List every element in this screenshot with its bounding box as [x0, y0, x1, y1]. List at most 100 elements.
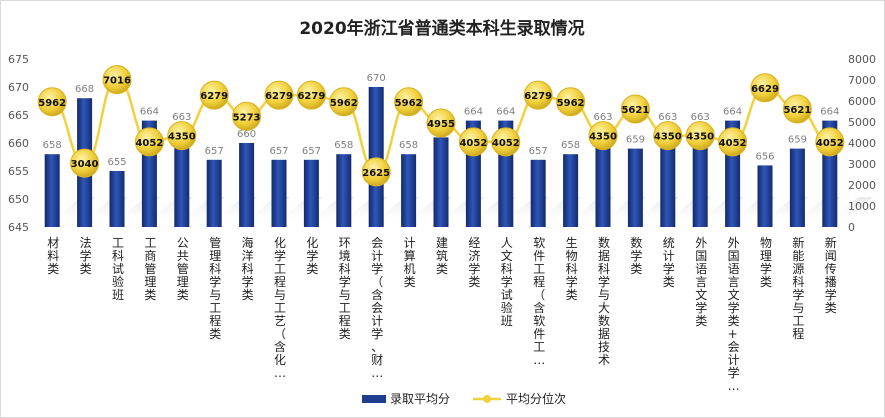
bar: [433, 137, 449, 227]
bar: [660, 126, 676, 227]
bar-value-label: 657: [529, 146, 548, 157]
line-value-label: 6279: [265, 91, 293, 102]
line-value-label: 6279: [524, 91, 552, 102]
x-tick-label: 法学类: [80, 236, 92, 276]
x-tick-label: 数学类: [630, 235, 642, 276]
bar-value-label: 664: [723, 107, 742, 118]
line-value-label: 5621: [783, 105, 811, 116]
y-axis-left: 645 650 655 660 665 670 675: [8, 53, 29, 234]
line-marker: [361, 157, 391, 187]
bar-value-label: 664: [464, 107, 483, 118]
line-value-label: 4350: [589, 132, 617, 143]
chart-title: 2020年浙江省普通类本科生录取情况: [299, 18, 584, 39]
line-marker: [167, 121, 197, 151]
x-tick-label: 工科试验班: [112, 236, 124, 302]
line-marker: [329, 87, 359, 117]
bar-value-label: 658: [334, 140, 353, 151]
bar-value-label: 655: [107, 157, 126, 168]
y-tick-left-label: 670: [8, 81, 29, 94]
line-marker: [491, 127, 521, 157]
line-value-label: 5962: [395, 98, 423, 109]
line-value-label: 4955: [427, 119, 455, 130]
line-series: 5962 3040 7016 4052 4350 6279 5273 6279 6279 5962…: [37, 65, 845, 187]
line-marker: [296, 80, 326, 110]
line-marker: [685, 121, 715, 151]
line-value-label: 6629: [751, 84, 779, 95]
y-tick-right-label: 8000: [848, 53, 876, 66]
line-value-label: 2625: [362, 168, 390, 179]
y-tick-right-label: 4000: [848, 137, 876, 150]
bar: [271, 159, 287, 227]
y-tick-right-label: 5000: [848, 116, 876, 129]
x-tick-label: 工商管理类: [144, 236, 156, 302]
x-tick-label: 物理学类: [760, 236, 772, 289]
x-tick-label: 统计学类: [663, 236, 675, 289]
bar: [206, 159, 222, 227]
bar-value-label: 656: [755, 151, 774, 162]
bar-value-label: 670: [367, 73, 386, 84]
bar: [368, 87, 384, 227]
line-marker: [232, 101, 262, 131]
x-tick-label: 管理科学与工程类: [209, 235, 221, 341]
line-value-label: 5962: [330, 98, 358, 109]
line-marker: [37, 87, 67, 117]
line-marker: [523, 80, 553, 110]
y-tick-right-label: 2000: [848, 179, 876, 192]
y-tick-right-label: 6000: [848, 95, 876, 108]
bar-value-label: 657: [205, 146, 224, 157]
line-value-label: 4350: [654, 132, 682, 143]
bar: [239, 143, 255, 227]
x-tick-label: 化学类: [306, 236, 318, 276]
legend-swatch-bar: [362, 395, 386, 403]
bar-value-label: 664: [140, 107, 159, 118]
y-tick-left-label: 655: [8, 165, 29, 178]
bar-value-label: 659: [626, 135, 645, 146]
line-marker: [556, 87, 586, 117]
bar: [530, 159, 546, 227]
bar-value-label: 664: [820, 107, 839, 118]
x-tick-label: 外国语言文学类+会计学…: [728, 236, 740, 393]
line-marker: [620, 94, 650, 124]
bar-value-label: 659: [788, 135, 807, 146]
bar-value-label: 664: [496, 107, 515, 118]
y-axis-right: 0 1000 2000 3000 4000 5000 6000 7000 8000: [848, 53, 876, 234]
x-tick-label: 化学工程与工艺（含化…: [274, 236, 286, 380]
bar: [44, 154, 60, 227]
x-tick-label: 人文科学试验班: [501, 236, 513, 328]
line-marker: [264, 80, 294, 110]
bar-value-label: 657: [269, 146, 288, 157]
bar: [336, 154, 352, 227]
line-value-label: 7016: [103, 76, 131, 87]
y-tick-right-label: 3000: [848, 158, 876, 171]
bar-value-labels: 6586686556646636576606576576586706586616…: [43, 73, 840, 168]
bar-value-label: 663: [593, 112, 612, 123]
line-marker: [199, 80, 229, 110]
bar-value-label: 657: [302, 146, 321, 157]
line-value-label: 5273: [233, 112, 261, 123]
legend: 录取平均分 平均分位次: [362, 391, 566, 406]
line-value-label: 4052: [816, 138, 844, 149]
y-tick-left-label: 665: [8, 109, 29, 122]
y-tick-left-label: 660: [8, 137, 29, 150]
line-marker: [653, 121, 683, 151]
x-tick-label: 海洋科学类: [242, 235, 254, 302]
y-tick-right-label: 7000: [848, 74, 876, 87]
line-marker: [458, 127, 488, 157]
line-marker: [588, 121, 618, 151]
x-tick-label: 生物科学类: [566, 236, 578, 302]
legend-label: 平均分位次: [506, 391, 566, 406]
x-tick-label: 新能源科学与工程: [792, 235, 804, 341]
bar: [757, 165, 773, 227]
x-tick-label: 新闻传播学类: [825, 235, 837, 315]
x-tick-label: 计算机类: [404, 236, 416, 289]
line-marker: [102, 65, 132, 95]
line-value-label: 6279: [200, 91, 228, 102]
line-marker: [782, 94, 812, 124]
x-tick-label: 软件工程（含软件工…: [533, 236, 545, 367]
line-marker: [70, 148, 100, 178]
bar-value-label: 658: [561, 140, 580, 151]
bar: [109, 171, 125, 227]
line-marker: [134, 127, 164, 157]
